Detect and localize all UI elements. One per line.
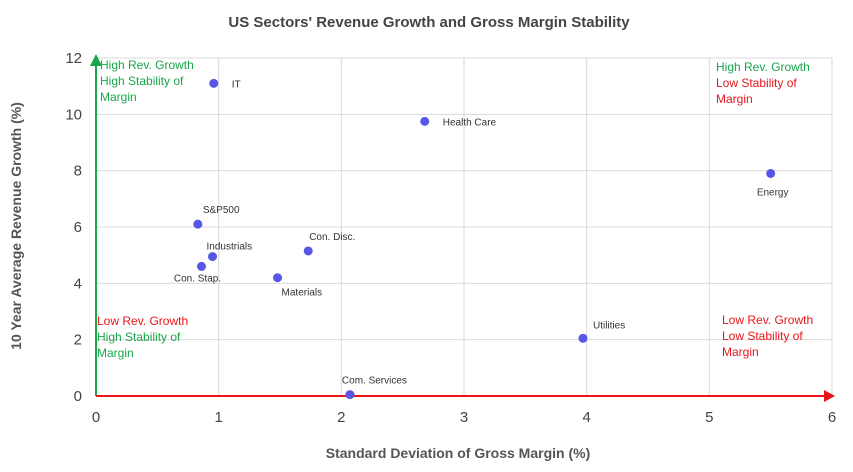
chart-title: US Sectors' Revenue Growth and Gross Mar… [228,14,630,31]
data-point [193,219,203,229]
x-tick-labels: 0 1 2 3 4 5 6 [92,409,836,426]
x-axis-arrow [824,390,835,402]
quadrant-label: High Rev. Growth [100,58,194,72]
quadrant-label: Low Stability of [722,329,803,343]
quadrant-label: Low Rev. Growth [722,313,813,327]
data-point-label: Com. Services [342,376,407,387]
quadrant-label: Margin [97,346,134,360]
y-axis-title: 10 Year Average Revenue Growth (%) [8,102,24,350]
data-point [420,116,430,126]
quadrant-label: High Stability of [100,74,184,88]
data-point [303,246,313,256]
data-point [578,333,588,343]
x-tick-label: 0 [92,409,100,426]
y-tick-label: 6 [74,219,82,236]
quadrant-label: High Stability of [97,330,181,344]
x-tick-label: 4 [582,409,590,426]
data-point-label: Con. Stap. [174,273,221,284]
x-tick-label: 2 [337,409,345,426]
axes [90,54,835,402]
data-point-label: IT [232,79,241,90]
quadrant-label: Margin [716,92,753,106]
y-tick-label: 0 [74,388,82,405]
quadrant-label: Margin [100,90,137,104]
y-tick-labels: 0 2 4 6 8 10 12 [65,50,82,405]
data-point-label: Industrials [207,242,253,253]
y-axis-arrow [90,54,102,66]
data-point [209,78,219,88]
quadrant-annotations: High Rev. Growth High Stability of Margin H… [97,58,813,360]
data-point [273,273,283,283]
data-point-label: S&P500 [203,205,240,216]
quadrant-label: Low Rev. Growth [97,314,188,328]
quadrant-label: High Rev. Growth [716,60,810,74]
data-point [196,261,206,271]
data-point [766,168,776,178]
y-tick-label: 2 [74,332,82,349]
data-point-label: Con. Disc. [309,232,355,243]
x-tick-label: 5 [705,409,713,426]
data-point-label: Utilities [593,320,625,331]
quadrant-label: Low Stability of [716,76,797,90]
data-point-label: Energy [757,187,789,198]
x-tick-label: 6 [828,409,836,426]
y-tick-label: 12 [65,50,82,67]
data-point-label: Health Care [443,117,497,128]
y-tick-label: 4 [74,275,82,292]
x-tick-label: 3 [460,409,468,426]
data-point [208,252,218,262]
grid-lines [95,57,833,397]
y-tick-label: 8 [74,163,82,180]
x-tick-label: 1 [214,409,222,426]
data-points: IT Health Care Energy S&P500 Industrials Con.… [174,78,789,400]
data-point-label: Materials [282,288,323,299]
x-axis-title: Standard Deviation of Gross Margin (%) [326,445,590,461]
quadrant-label: Margin [722,345,759,359]
y-tick-label: 10 [65,106,82,123]
data-point [345,390,355,400]
